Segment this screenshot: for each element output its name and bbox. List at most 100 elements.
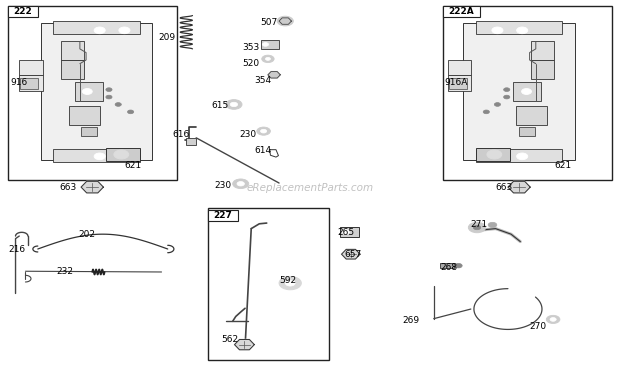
Circle shape xyxy=(521,89,531,94)
Bar xyxy=(19,75,43,92)
Circle shape xyxy=(237,182,244,186)
Bar xyxy=(208,208,329,360)
Circle shape xyxy=(487,150,502,159)
Text: 230: 230 xyxy=(239,130,256,140)
Bar xyxy=(69,106,100,125)
Bar xyxy=(531,60,554,78)
Circle shape xyxy=(342,230,350,234)
Circle shape xyxy=(550,318,556,321)
Bar xyxy=(53,21,140,34)
Text: 616: 616 xyxy=(172,130,190,140)
Bar xyxy=(208,210,237,221)
Bar xyxy=(449,78,466,89)
Bar xyxy=(476,148,510,161)
Bar xyxy=(81,127,97,136)
Circle shape xyxy=(468,222,485,233)
Bar xyxy=(20,78,38,89)
Text: 663: 663 xyxy=(495,183,513,192)
Text: 354: 354 xyxy=(254,76,272,85)
Text: 271: 271 xyxy=(471,221,488,230)
Circle shape xyxy=(82,89,92,94)
Circle shape xyxy=(503,95,510,99)
Circle shape xyxy=(106,88,112,92)
Circle shape xyxy=(265,57,270,60)
Text: 520: 520 xyxy=(242,59,259,68)
Circle shape xyxy=(494,103,500,106)
Text: 270: 270 xyxy=(529,322,547,331)
Text: 916: 916 xyxy=(10,78,27,87)
Circle shape xyxy=(232,179,249,189)
Polygon shape xyxy=(81,181,104,193)
Circle shape xyxy=(262,42,268,46)
Text: 663: 663 xyxy=(60,183,77,192)
Bar xyxy=(443,6,612,180)
Circle shape xyxy=(454,263,462,268)
Text: 621: 621 xyxy=(125,161,141,170)
Bar xyxy=(41,23,153,160)
Text: 507: 507 xyxy=(260,19,278,28)
Circle shape xyxy=(94,153,105,160)
Bar xyxy=(340,227,360,237)
Circle shape xyxy=(94,27,105,34)
Text: 202: 202 xyxy=(78,230,95,240)
Circle shape xyxy=(115,103,122,106)
Bar xyxy=(443,6,480,17)
Text: 353: 353 xyxy=(242,42,259,51)
Bar xyxy=(8,6,177,180)
Circle shape xyxy=(279,276,301,290)
Text: 615: 615 xyxy=(211,101,228,110)
Bar xyxy=(448,60,471,75)
Circle shape xyxy=(483,110,489,114)
Text: 592: 592 xyxy=(279,276,296,285)
Text: 614: 614 xyxy=(254,146,272,155)
Bar xyxy=(516,106,547,125)
Bar xyxy=(440,263,453,268)
Text: 265: 265 xyxy=(338,228,355,237)
Circle shape xyxy=(546,315,560,324)
Text: 657: 657 xyxy=(344,250,361,259)
Bar xyxy=(463,23,575,160)
Text: eReplacementParts.com: eReplacementParts.com xyxy=(246,183,374,193)
Text: 232: 232 xyxy=(56,267,73,276)
Text: 222A: 222A xyxy=(449,7,474,16)
Bar xyxy=(75,82,103,101)
Circle shape xyxy=(226,100,242,109)
Text: 209: 209 xyxy=(159,33,175,42)
Polygon shape xyxy=(234,340,254,350)
Text: 268: 268 xyxy=(440,263,457,272)
Circle shape xyxy=(285,280,295,286)
Text: 916A: 916A xyxy=(445,78,467,87)
Text: 621: 621 xyxy=(554,161,572,170)
Circle shape xyxy=(119,27,130,34)
Circle shape xyxy=(516,27,528,34)
Bar xyxy=(448,75,471,92)
Text: 216: 216 xyxy=(8,244,25,253)
Polygon shape xyxy=(342,249,360,259)
Text: 227: 227 xyxy=(213,211,232,220)
Polygon shape xyxy=(508,181,530,193)
Circle shape xyxy=(492,153,503,160)
Circle shape xyxy=(119,153,130,160)
Bar xyxy=(519,127,534,136)
Circle shape xyxy=(128,110,134,114)
Bar xyxy=(186,138,195,145)
Bar xyxy=(106,148,140,161)
Text: 230: 230 xyxy=(214,181,231,190)
Circle shape xyxy=(106,95,112,99)
Circle shape xyxy=(262,55,274,62)
Bar xyxy=(19,60,43,75)
Bar xyxy=(476,149,562,162)
Bar xyxy=(8,6,38,17)
Bar xyxy=(61,41,84,60)
Circle shape xyxy=(473,225,480,230)
Bar xyxy=(513,82,541,101)
Circle shape xyxy=(492,27,503,34)
Bar xyxy=(476,21,562,34)
Circle shape xyxy=(114,150,129,159)
Bar xyxy=(53,149,140,162)
Circle shape xyxy=(277,16,293,26)
Bar xyxy=(531,41,554,60)
Circle shape xyxy=(257,127,270,135)
Circle shape xyxy=(230,102,237,107)
Polygon shape xyxy=(268,71,280,78)
